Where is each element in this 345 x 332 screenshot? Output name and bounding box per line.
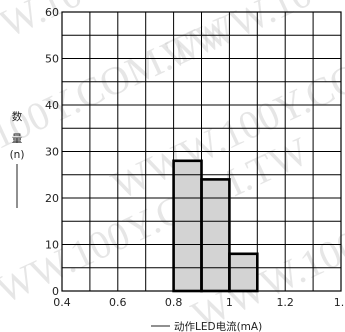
x-tick-label: 0.4 [53,296,71,309]
y-tick-label: 40 [45,99,59,112]
plot-frame [61,11,342,292]
grid-lines [62,12,341,293]
y-tick-label: 60 [45,6,59,19]
x-tick-label: 1 [226,296,233,309]
x-axis-label: 动作LED电流(mA) [174,320,262,332]
y-tick-label: 30 [45,146,59,159]
y-tick-labels: 0 10 20 30 40 50 60 [45,6,59,298]
x-axis-label-group: 动作LED电流(mA) [151,320,262,332]
x-tick-label: 0.6 [109,296,127,309]
y-axis-label-part: 量 [12,133,23,145]
histogram-bar [173,160,202,291]
y-tick-label: 20 [45,192,59,205]
y-tick-label: 50 [45,53,59,66]
x-tick-label: 0.8 [165,296,183,309]
y-axis-label-part: (n) [10,149,25,161]
histogram-bar [229,253,258,291]
x-tick-label: 1. [334,296,345,309]
histogram-bar [201,179,230,291]
x-tick-label: 1.2 [276,296,294,309]
y-tick-label: 10 [45,239,59,252]
x-tick-labels: 0.4 0.6 0.8 1 1.2 1. [53,296,344,309]
y-tick-label: 0 [52,285,59,298]
y-axis-label: 数量 (n) [10,110,25,208]
y-axis-label-part: 数 [12,110,23,123]
